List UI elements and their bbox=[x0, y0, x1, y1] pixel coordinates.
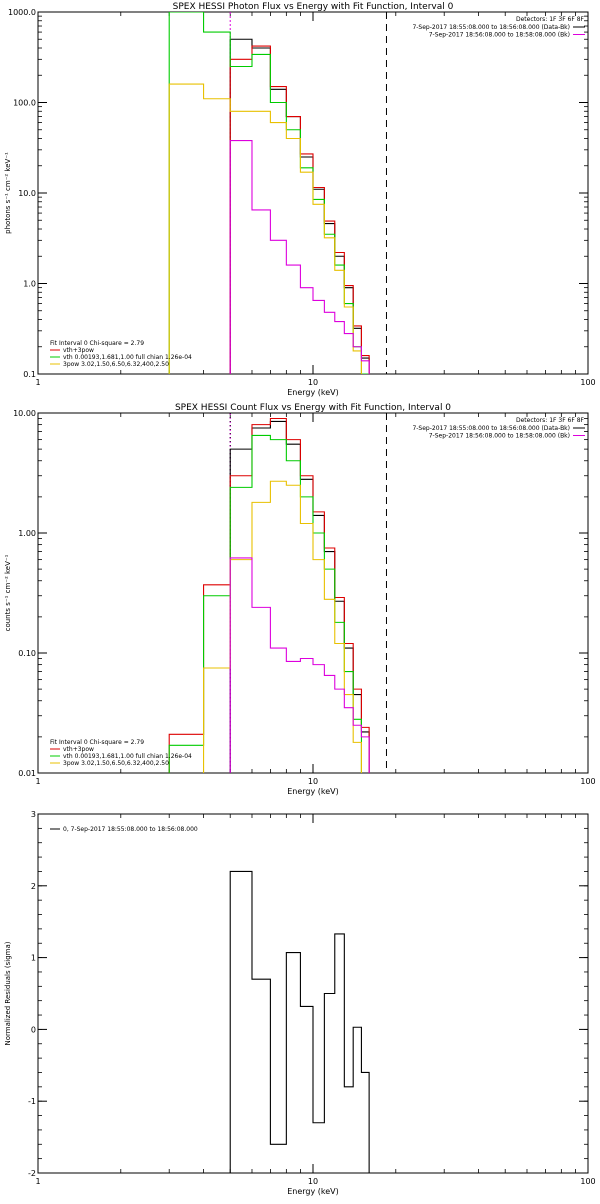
legend-top-right: Detectors: 1F 3F 6F 8F7-Sep-2017 18:55:0… bbox=[412, 417, 585, 440]
y-tick-label: 1.0 bbox=[23, 280, 36, 289]
panel-1: SPEX HESSI Photon Flux vs Energy with Fi… bbox=[4, 2, 596, 397]
x-tick-label: 10 bbox=[308, 378, 318, 387]
y-tick-label: -2 bbox=[28, 1169, 36, 1178]
series-0 bbox=[229, 870, 370, 1173]
series-vth bbox=[168, 434, 362, 773]
legend-entry-label: 3pow 3.02,1.50,6.50,6.32,400,2.50 bbox=[63, 361, 169, 368]
legend-entry-label: 0, 7-Sep-2017 18:55:08.000 to 18:56:08.0… bbox=[63, 826, 198, 833]
y-tick-label: 0.01 bbox=[18, 769, 36, 778]
series-vth+3pow bbox=[168, 417, 370, 773]
y-tick-label: 10.00 bbox=[13, 409, 36, 418]
y-tick-label: 0.1 bbox=[23, 370, 36, 379]
x-axis-label: Energy (keV) bbox=[287, 787, 339, 796]
legend-entry-label: 7-Sep-2017 18:56:08.000 to 18:58:08.000 … bbox=[429, 433, 570, 440]
x-tick-label: 100 bbox=[580, 378, 595, 387]
series-vth bbox=[168, 12, 370, 374]
x-tick-label: 10 bbox=[308, 1177, 318, 1186]
y-tick-label: 0 bbox=[31, 1025, 36, 1034]
y-axis-label: Normalized Residuals (sigma) bbox=[4, 941, 12, 1045]
x-tick-label: 1 bbox=[35, 777, 40, 786]
x-tick-label: 1 bbox=[35, 378, 40, 387]
series-line-1 bbox=[229, 38, 370, 374]
legend-title: Fit Interval 0 Chi-square = 2.79 bbox=[50, 340, 144, 347]
series-vth+3pow bbox=[229, 45, 370, 374]
chart-title: SPEX HESSI Count Flux vs Energy with Fit… bbox=[175, 403, 451, 413]
series-3pow bbox=[203, 480, 362, 773]
x-axis-label: Energy (keV) bbox=[287, 388, 339, 397]
legend-entry-label: 3pow 3.02,1.50,6.50,6.32,400,2.50 bbox=[63, 760, 169, 767]
legend-title: Detectors: 1F 3F 6F 8F bbox=[516, 417, 585, 424]
legend-entry-label: 7-Sep-2017 18:55:08.000 to 18:56:08.000 … bbox=[412, 24, 570, 31]
plot-data bbox=[168, 12, 387, 374]
legend-top-right: Detectors: 1F 3F 6F 8F7-Sep-2017 18:55:0… bbox=[412, 16, 585, 39]
y-tick-label: 3 bbox=[31, 810, 36, 819]
x-tick-label: 10 bbox=[308, 777, 318, 786]
y-axis-label: counts s⁻¹ cm⁻² keV⁻¹ bbox=[4, 554, 12, 631]
y-tick-label: 0.10 bbox=[18, 649, 36, 658]
legend-top-left: 0, 7-Sep-2017 18:55:08.000 to 18:56:08.0… bbox=[50, 826, 198, 833]
chart-title: SPEX HESSI Photon Flux vs Energy with Fi… bbox=[173, 2, 454, 12]
series-line-1 bbox=[229, 420, 370, 773]
legend-entry-label: vth+3pow bbox=[63, 746, 94, 753]
legend-title: Fit Interval 0 Chi-square = 2.79 bbox=[50, 739, 144, 746]
y-tick-label: 2 bbox=[31, 882, 36, 891]
series-line-5 bbox=[229, 557, 370, 773]
legend-entry-label: 7-Sep-2017 18:56:08.000 to 18:58:08.000 … bbox=[429, 32, 570, 39]
y-tick-label: 1000.0 bbox=[8, 8, 36, 17]
y-tick-label: 10.0 bbox=[18, 189, 36, 198]
series-3pow bbox=[168, 83, 362, 374]
x-tick-label: 100 bbox=[580, 1177, 595, 1186]
panel-3: 1 10 100 Energy (keV) -2 -1 0 1 2 3 Normalized Res… bbox=[4, 810, 596, 1196]
legend-entry-label: 7-Sep-2017 18:55:08.000 to 18:56:08.000 … bbox=[412, 425, 570, 432]
x-tick-label: 100 bbox=[580, 777, 595, 786]
y-tick-label: 1 bbox=[31, 954, 36, 963]
legend-bottom-left: Fit Interval 0 Chi-square = 2.79vth+3pow… bbox=[50, 739, 192, 767]
plot-data bbox=[168, 413, 387, 773]
legend-entry-label: vth+3pow bbox=[63, 347, 94, 354]
legend-entry-label: vth 0.00193,1.681,1.00 full chian 1.26e-… bbox=[63, 354, 192, 361]
legend-entry-label: vth 0.00193,1.681,1.00 full chian 1.26e-… bbox=[63, 753, 192, 760]
y-axis-label: photons s⁻¹ cm⁻² keV⁻¹ bbox=[4, 152, 12, 234]
y-tick-label: 1.00 bbox=[18, 529, 36, 538]
legend-title: Detectors: 1F 3F 6F 8F bbox=[516, 16, 585, 23]
legend-bottom-left: Fit Interval 0 Chi-square = 2.79vth+3pow… bbox=[50, 340, 192, 368]
y-tick-label: 100.0 bbox=[13, 99, 36, 108]
series-line-5 bbox=[229, 139, 370, 374]
plot-frame bbox=[37, 412, 589, 774]
plot-data bbox=[229, 870, 370, 1173]
x-tick-label: 1 bbox=[35, 1177, 40, 1186]
x-axis-label: Energy (keV) bbox=[287, 1187, 339, 1196]
panel-2: SPEX HESSI Count Flux vs Energy with Fit… bbox=[4, 403, 596, 796]
y-tick-label: -1 bbox=[28, 1097, 36, 1106]
